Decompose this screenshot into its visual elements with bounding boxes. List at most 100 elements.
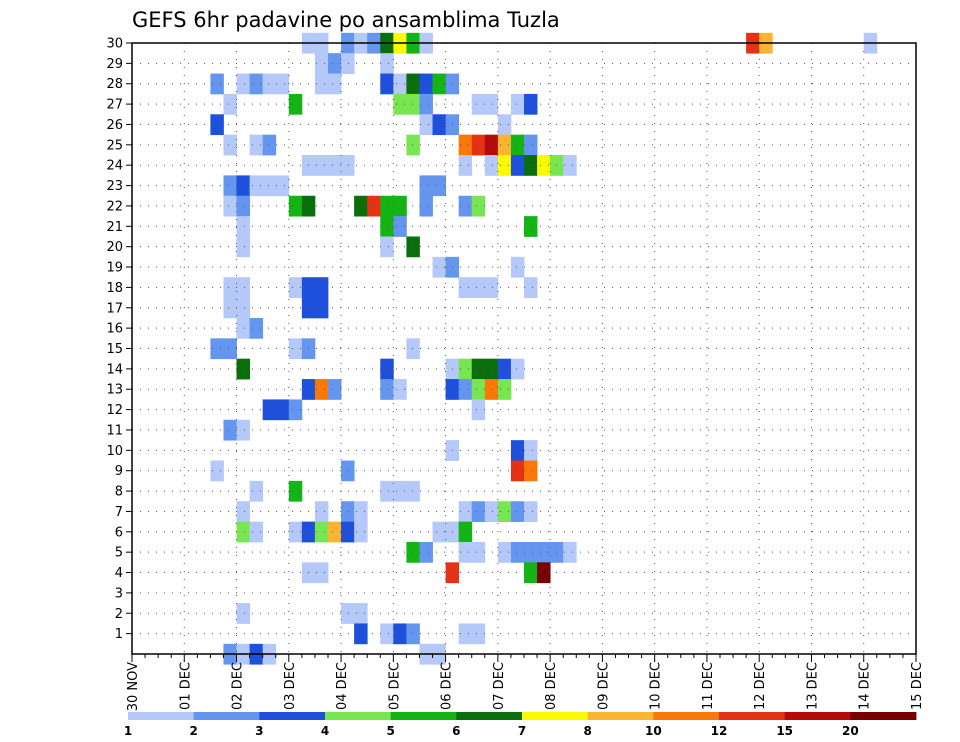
y-tick-label: 20 xyxy=(106,240,123,255)
heatmap-cell xyxy=(497,155,512,176)
heatmap-cell xyxy=(223,175,237,197)
heatmap-cell xyxy=(524,460,538,482)
heatmap-cell xyxy=(223,195,237,217)
heatmap-cell xyxy=(497,114,512,136)
y-tick-label: 21 xyxy=(106,220,123,235)
heatmap-cell xyxy=(419,93,433,115)
heatmap-cell xyxy=(249,134,264,156)
chart-title: GEFS 6hr padavine po ansamblima Tuzla xyxy=(132,8,560,32)
y-tick-label: 27 xyxy=(106,98,123,113)
y-tick-label: 30 xyxy=(106,37,123,52)
heatmap-cell xyxy=(537,562,551,584)
legend-swatch xyxy=(653,712,720,720)
heatmap-cell xyxy=(484,379,499,400)
heatmap-cell xyxy=(249,175,264,197)
y-tick-label: 18 xyxy=(106,281,123,296)
heatmap-cell xyxy=(341,603,355,624)
heatmap-cell xyxy=(524,501,538,523)
heatmap-cell xyxy=(471,134,486,156)
heatmap-cell xyxy=(471,277,486,298)
y-tick-label: 6 xyxy=(115,525,123,540)
legend-swatch xyxy=(850,712,917,720)
y-tick-label: 19 xyxy=(106,261,123,276)
heatmap-cell xyxy=(393,195,407,217)
heatmap-cell xyxy=(393,73,407,95)
heatmap-cell xyxy=(236,358,250,380)
heatmap-cell xyxy=(314,501,329,523)
heatmap-cell xyxy=(249,480,264,502)
y-tick-label: 13 xyxy=(106,383,123,398)
heatmap-cell xyxy=(236,175,250,197)
x-tick-label: 05 DEC xyxy=(387,662,402,710)
y-tick-label: 28 xyxy=(106,77,123,92)
heatmap-cell xyxy=(524,562,538,584)
heatmap-cell xyxy=(380,358,394,380)
heatmap-cell xyxy=(458,501,473,523)
heatmap-cell xyxy=(328,379,342,400)
heatmap-cell xyxy=(510,155,525,176)
heatmap-cell xyxy=(380,53,394,74)
x-tick-label: 07 DEC xyxy=(492,662,507,710)
heatmap-cell xyxy=(288,93,303,115)
heatmap-cell xyxy=(471,93,486,115)
legend-label: 15 xyxy=(776,724,793,738)
legend-label: 7 xyxy=(518,724,526,738)
heatmap-cell xyxy=(458,541,473,563)
heatmap-cell xyxy=(380,623,394,645)
x-tick-label: 03 DEC xyxy=(283,662,298,710)
color-legend: 1 2 3 4 5 6 7 8 10 12 15 20 xyxy=(124,712,917,738)
x-axis: 30 NOV 01 DEC 02 DEC 03 DEC 04 DEC 05 DEC 06 D… xyxy=(126,654,925,711)
heatmap-cell xyxy=(537,541,551,563)
heatmap-cell xyxy=(393,93,407,115)
heatmap-cell xyxy=(406,480,420,502)
x-tick-label: 09 DEC xyxy=(596,662,611,710)
heatmap-cell xyxy=(314,521,329,543)
heatmap-cell xyxy=(432,175,446,197)
y-tick-label: 8 xyxy=(115,485,123,500)
heatmap-cell xyxy=(354,195,368,217)
heatmap-cell xyxy=(380,216,394,237)
legend-label: 8 xyxy=(583,724,591,738)
heatmap-cell xyxy=(432,114,446,136)
heatmap-cell xyxy=(524,277,538,298)
heatmap-cell xyxy=(236,216,250,237)
heatmap-cell xyxy=(419,114,433,136)
heatmap-cell xyxy=(341,460,355,482)
heatmap-cell xyxy=(288,195,303,217)
heatmap-cell xyxy=(380,195,394,217)
heatmap-cell xyxy=(406,73,420,95)
heatmap-cell xyxy=(236,297,250,319)
heatmap-cell xyxy=(432,521,446,543)
heatmap-cell xyxy=(288,521,303,543)
heatmap-cell xyxy=(341,53,355,74)
heatmap-cell xyxy=(210,338,224,360)
heatmap-cell xyxy=(510,358,525,380)
y-tick-label: 9 xyxy=(115,464,123,479)
heatmap-cell xyxy=(484,277,499,298)
heatmap-cell xyxy=(249,317,264,339)
heatmap-cell xyxy=(380,236,394,258)
heatmap-cell xyxy=(380,480,394,502)
heatmap-cell xyxy=(563,541,577,563)
heatmap-cell xyxy=(510,440,525,461)
heatmap-cell xyxy=(537,155,551,176)
heatmap-cell xyxy=(497,134,512,156)
heatmap-cell xyxy=(406,236,420,258)
y-axis: 1234567891011121314151617181920212223242… xyxy=(106,37,132,642)
heatmap-cell xyxy=(510,541,525,563)
heatmap-cell xyxy=(458,134,473,156)
heatmap-cell xyxy=(419,541,433,563)
grid-lines xyxy=(132,43,916,654)
legend-label: 10 xyxy=(645,724,662,738)
x-tick-label: 02 DEC xyxy=(231,662,246,710)
heatmap-cell xyxy=(406,338,420,360)
heatmap-cell xyxy=(510,501,525,523)
heatmap-cell xyxy=(471,541,486,563)
legend-swatch xyxy=(784,712,851,720)
y-tick-label: 7 xyxy=(115,505,123,520)
heatmap-cell xyxy=(314,53,329,74)
y-tick-label: 11 xyxy=(106,423,123,438)
legend-swatch xyxy=(128,712,195,720)
legend-label: 6 xyxy=(452,724,460,738)
